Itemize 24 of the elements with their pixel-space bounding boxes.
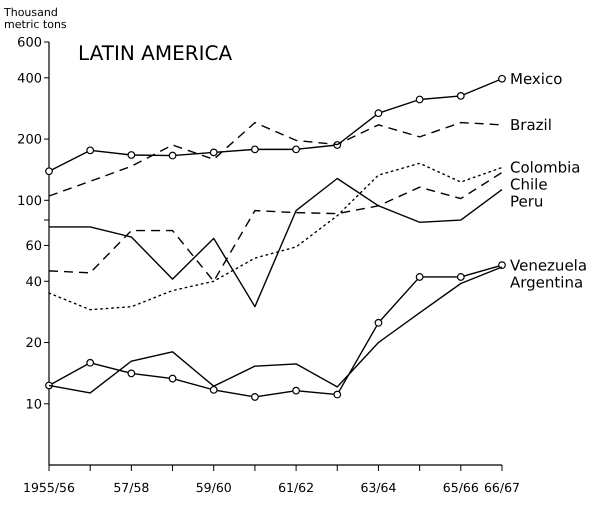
series-label: Colombia [510,158,580,177]
y-tick-label: 100 [17,194,42,209]
x-tick-label: 63/64 [360,480,397,495]
y-tick-label: 600 [17,36,42,51]
series-label: Peru [510,192,544,211]
y-tick-label: 60 [25,238,42,254]
x-tick-label: 66/67 [484,480,520,495]
x-tick-label: 1955/56 [23,480,76,495]
y-tick-label: 20 [25,336,42,352]
series-label: Mexico [510,70,562,88]
series-label: Argentina [510,273,584,292]
series-label: Venezuela [510,256,588,274]
series-label: Chile [510,176,548,194]
x-tick-label: 65/66 [442,480,479,495]
y-tick-label: 200 [17,132,42,148]
y-tick-label: 400 [17,71,42,86]
y-tick-label: 40 [25,274,42,290]
y-axis-title: Thousand metric tons [3,6,67,31]
x-tick-label: 59/60 [196,480,232,495]
x-tick-label: 57/58 [113,480,150,495]
x-tick-label: 61/62 [278,480,314,495]
chart-title: LATIN AMERICA [78,41,232,65]
y-tick-label: 10 [25,397,42,412]
series-label: Brazil [510,116,552,134]
